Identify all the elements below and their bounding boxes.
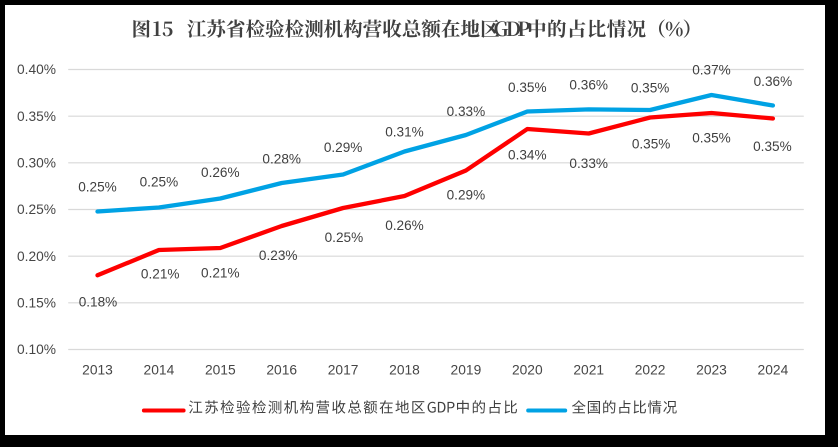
svg-text:0.25%: 0.25% [17, 202, 56, 217]
svg-text:0.34%: 0.34% [508, 148, 547, 163]
svg-text:0.25%: 0.25% [140, 175, 179, 190]
svg-text:0.35%: 0.35% [753, 139, 792, 154]
svg-text:0.35%: 0.35% [508, 80, 547, 95]
svg-text:2024: 2024 [758, 363, 789, 378]
svg-text:2017: 2017 [328, 363, 359, 378]
svg-text:0.25%: 0.25% [78, 180, 117, 195]
svg-text:0.35%: 0.35% [692, 131, 731, 146]
svg-text:0.30%: 0.30% [17, 156, 56, 171]
svg-text:0.18%: 0.18% [79, 295, 118, 310]
svg-text:0.35%: 0.35% [17, 109, 56, 124]
svg-text:0.36%: 0.36% [569, 78, 608, 93]
svg-text:2023: 2023 [696, 363, 727, 378]
svg-text:2016: 2016 [266, 363, 297, 378]
svg-text:0.31%: 0.31% [385, 125, 424, 140]
svg-text:0.26%: 0.26% [385, 218, 424, 233]
svg-text:2015: 2015 [205, 363, 236, 378]
svg-text:0.36%: 0.36% [754, 74, 793, 89]
svg-text:0.40%: 0.40% [17, 62, 56, 77]
svg-text:0.10%: 0.10% [17, 342, 56, 357]
svg-text:2014: 2014 [144, 363, 175, 378]
svg-text:2021: 2021 [573, 363, 604, 378]
svg-text:0.35%: 0.35% [632, 137, 671, 152]
svg-text:0.15%: 0.15% [17, 296, 56, 311]
svg-text:0.21%: 0.21% [201, 266, 240, 281]
svg-text:0.29%: 0.29% [447, 188, 486, 203]
svg-text:0.20%: 0.20% [17, 249, 56, 264]
svg-text:0.28%: 0.28% [262, 152, 301, 167]
svg-text:0.21%: 0.21% [141, 267, 180, 282]
svg-text:0.33%: 0.33% [569, 156, 608, 171]
svg-text:2018: 2018 [389, 363, 420, 378]
svg-text:0.35%: 0.35% [631, 81, 670, 96]
svg-text:2013: 2013 [82, 363, 113, 378]
svg-text:2022: 2022 [635, 363, 666, 378]
svg-text:0.23%: 0.23% [259, 248, 298, 263]
svg-text:0.29%: 0.29% [324, 140, 363, 155]
svg-text:0.37%: 0.37% [692, 63, 731, 78]
svg-text:2020: 2020 [512, 363, 543, 378]
svg-text:0.33%: 0.33% [447, 104, 486, 119]
svg-text:0.26%: 0.26% [201, 165, 240, 180]
svg-text:0.25%: 0.25% [325, 230, 364, 245]
svg-text:2019: 2019 [451, 363, 482, 378]
